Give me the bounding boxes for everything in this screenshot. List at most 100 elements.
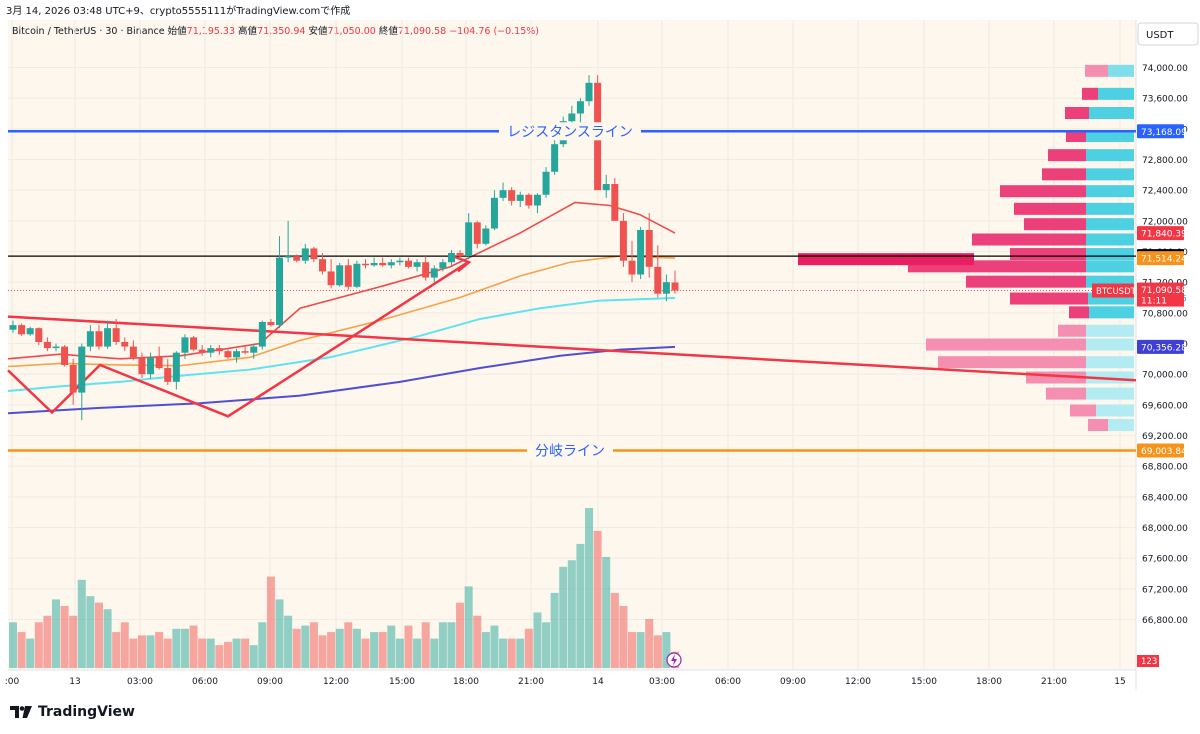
candle-body: [310, 248, 318, 260]
volume-bar: [464, 586, 473, 668]
volume-bar: [524, 628, 533, 668]
candle-body: [224, 351, 232, 358]
volume-bar: [378, 632, 387, 668]
candle-body: [585, 82, 593, 102]
vp-buy-bar: [1086, 202, 1134, 215]
volume-bars: [9, 508, 679, 668]
vp-buy-bar: [1086, 130, 1134, 142]
volume-badge-bg: [1137, 655, 1159, 667]
candle-body: [439, 262, 447, 269]
volume-bar: [507, 638, 516, 668]
chart-area[interactable]: Bitcoin / TetherUS · 30 · Binance 始値71,1…: [0, 20, 1200, 690]
candle-body: [387, 262, 395, 266]
price-tag-label: 70,356.28: [1141, 343, 1187, 353]
candle-body: [327, 271, 335, 286]
volume-bar: [438, 622, 447, 668]
vp-buy-bar: [1108, 64, 1134, 77]
currency-button[interactable]: USDT: [1137, 22, 1199, 46]
vp-buy-bar: [1098, 87, 1134, 100]
volume-bar: [404, 625, 413, 668]
volume-bar: [215, 645, 224, 668]
volume-badge-label: 123: [1141, 657, 1157, 667]
price-tags: 73,168.0971,840.3971,539.6571,514.2470,9…: [1092, 124, 1187, 667]
y-tick-label: 66,800.00: [1142, 616, 1188, 626]
ohlc-value: 71,350.94: [257, 26, 308, 37]
volume-bar: [387, 625, 396, 668]
candle-body: [645, 230, 653, 267]
volume-bar: [232, 638, 241, 668]
y-tick-label: 68,800.00: [1142, 463, 1188, 473]
candle-body: [319, 259, 327, 272]
y-tick-label: 68,000.00: [1142, 524, 1188, 534]
volume-bar: [327, 632, 336, 668]
last-price-tag-label: 71,090.58: [1141, 286, 1187, 296]
x-tick-label: 12:00: [323, 677, 349, 687]
chart-caption: 3月 14, 2026 03:48 UTC+9、crypto5555111がTr…: [6, 6, 351, 17]
candle-body: [155, 357, 163, 369]
volume-bar: [413, 638, 422, 668]
y-tick-label: 70,800.00: [1142, 309, 1188, 319]
x-axis[interactable]: :00 13 03:00 06:00 09:00 12:00 15:00 18:00 21:00…: [5, 677, 1126, 687]
y-tick-label: 73,600.00: [1142, 95, 1188, 105]
candle-body: [215, 348, 223, 352]
candle-body: [456, 253, 464, 257]
candle-body: [628, 260, 636, 275]
vp-sell-bar: [1088, 419, 1108, 432]
vp-sell-bar: [966, 275, 1086, 288]
candle-body: [551, 144, 559, 172]
symbol-tag-bg: [1092, 283, 1134, 298]
volume-bar: [69, 615, 78, 668]
candle-body: [129, 346, 137, 358]
vp-sell-bar: [1085, 64, 1108, 77]
candle-body: [344, 265, 352, 287]
vp-sell-bar: [926, 338, 1086, 351]
volume-bar: [43, 615, 52, 668]
branch-label-bg: [527, 441, 613, 460]
x-tick-label: 14: [592, 677, 604, 687]
volume-bar: [576, 543, 585, 668]
volume-bar: [26, 638, 35, 668]
volume-bar: [516, 638, 525, 668]
lightning-icon[interactable]: [666, 652, 682, 668]
vp-buy-bar: [1089, 107, 1134, 119]
tradingview-logo-icon: [10, 706, 32, 718]
volume-bar: [275, 599, 284, 668]
volume-bar: [51, 599, 60, 668]
x-tick-label: 18:00: [976, 677, 1002, 687]
x-tick-label: :00: [5, 677, 20, 687]
tradingview-logo[interactable]: TradingView: [10, 704, 135, 720]
symbol-header[interactable]: Bitcoin / TetherUS · 30 · Binance 始値71,1…: [12, 25, 539, 37]
candle-body: [43, 341, 51, 349]
volume-bar: [137, 635, 146, 668]
candle-body: [430, 268, 438, 278]
price-tag-label: 69,003.84: [1141, 447, 1187, 457]
volume-bar: [550, 592, 559, 668]
volume-bar: [421, 622, 430, 668]
volume-bar: [499, 638, 508, 668]
ma-red: [7, 201, 676, 360]
volume-bar: [155, 632, 164, 668]
ohlc-label: 高値: [238, 25, 258, 37]
volume-bar: [318, 635, 327, 668]
y-tick-label: 70,000.00: [1142, 371, 1188, 381]
volume-bar: [258, 622, 267, 668]
candle-body: [422, 262, 430, 278]
price-tag-bg: [1137, 443, 1184, 458]
price-tag-label: 73,168.09: [1141, 128, 1187, 138]
volume-bar: [223, 641, 232, 668]
volume-bar: [490, 625, 499, 668]
price-chart[interactable]: Bitcoin / TetherUS · 30 · Binance 始値71,1…: [0, 20, 1200, 690]
y-tick-label: 69,600.00: [1142, 401, 1188, 411]
candle-body: [138, 357, 146, 375]
candle-body: [267, 322, 275, 326]
volume-bar: [9, 622, 17, 668]
vp-sell-bar: [938, 356, 1086, 369]
trend-line: [7, 315, 1137, 382]
volume-bar: [189, 625, 198, 668]
price-tag-bg: [1137, 339, 1184, 354]
vp-sell-bar: [1014, 202, 1086, 215]
volume-bar: [395, 638, 404, 668]
candle-body: [404, 260, 412, 267]
vp-buy-bar: [1086, 248, 1134, 261]
